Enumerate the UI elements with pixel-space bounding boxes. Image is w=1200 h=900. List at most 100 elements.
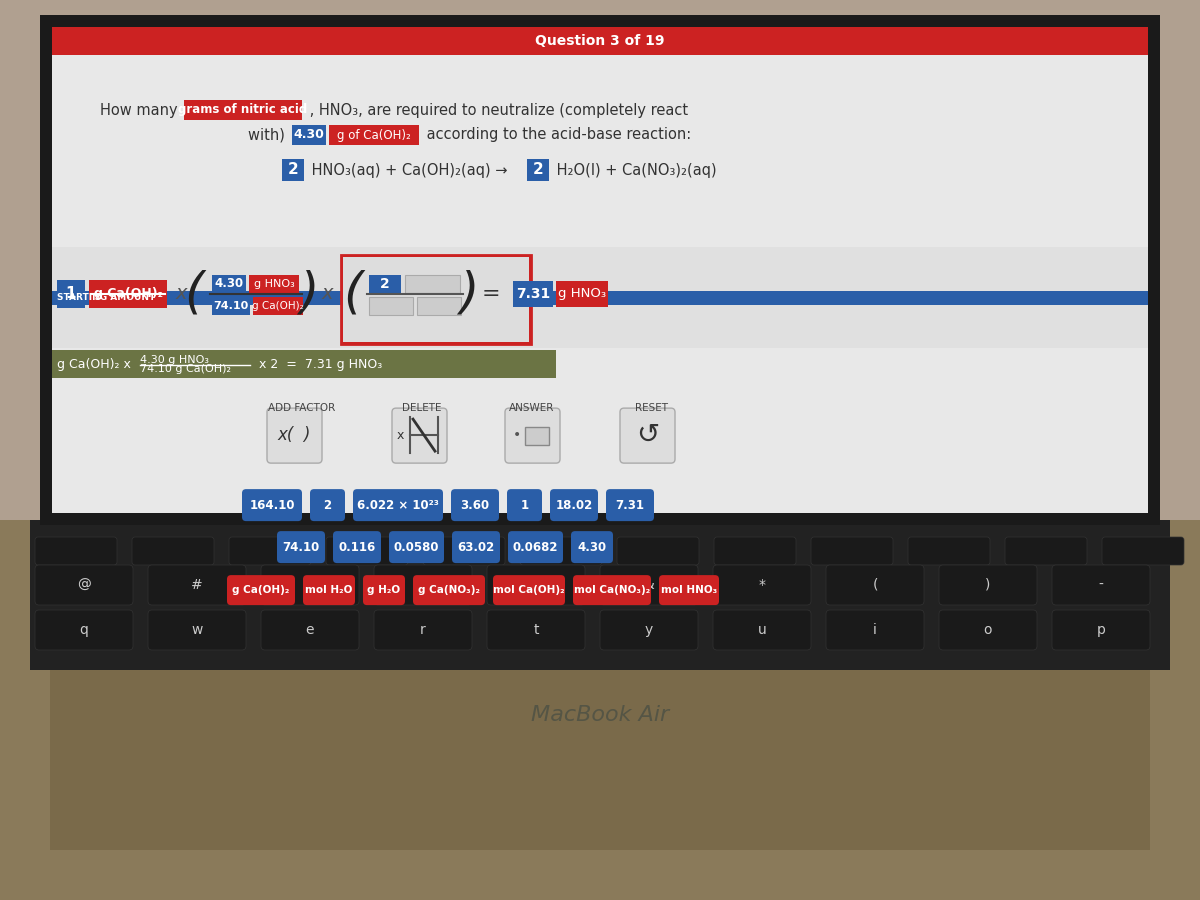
Text: RESET: RESET [636,403,668,413]
Text: H₂O(l) + Ca(NO₃)₂(aq): H₂O(l) + Ca(NO₃)₂(aq) [552,163,716,177]
Text: How many: How many [100,103,182,118]
Text: , HNO₃, are required to neutralize (completely react: , HNO₃, are required to neutralize (comp… [305,103,688,118]
FancyBboxPatch shape [148,610,246,650]
Text: 0.116: 0.116 [338,541,376,554]
Text: g Ca(OH)₂ x: g Ca(OH)₂ x [58,357,134,371]
Text: o: o [984,623,992,637]
FancyBboxPatch shape [35,610,133,650]
Text: 7.31: 7.31 [616,499,644,511]
Text: 2: 2 [533,163,544,177]
FancyBboxPatch shape [487,565,586,605]
Text: grams of nitric acid: grams of nitric acid [179,104,307,116]
FancyBboxPatch shape [713,610,811,650]
Text: ANSWER: ANSWER [509,403,554,413]
FancyBboxPatch shape [826,610,924,650]
FancyBboxPatch shape [389,531,444,563]
Text: ADD FACTOR: ADD FACTOR [269,403,336,413]
FancyBboxPatch shape [451,489,499,521]
Text: STARTING AMOUNT: STARTING AMOUNT [58,293,155,302]
Bar [370,297,413,315]
FancyBboxPatch shape [940,565,1037,605]
Text: according to the acid-base reaction:: according to the acid-base reaction: [422,128,691,142]
FancyBboxPatch shape [374,565,472,605]
Bar [418,297,461,315]
Text: 6.022 × 10²³: 6.022 × 10²³ [358,499,439,511]
Bar [341,256,530,344]
Bar [212,274,246,292]
FancyBboxPatch shape [606,489,654,521]
Bar [52,350,556,378]
FancyBboxPatch shape [374,610,472,650]
FancyBboxPatch shape [550,489,598,521]
Text: DELETE: DELETE [402,403,442,413]
Bar [329,125,419,145]
Bar [89,280,167,308]
FancyBboxPatch shape [520,537,602,565]
Text: =: = [481,284,500,303]
FancyBboxPatch shape [1102,537,1184,565]
FancyBboxPatch shape [392,408,446,464]
FancyBboxPatch shape [617,537,698,565]
Text: g HNO₃: g HNO₃ [558,287,606,301]
Text: mol Ca(OH)₂: mol Ca(OH)₂ [493,585,565,595]
Text: g Ca(OH)₂: g Ca(OH)₂ [233,585,289,595]
Text: x: x [397,428,404,442]
FancyBboxPatch shape [242,489,302,521]
Text: MacBook Air: MacBook Air [530,705,670,725]
Text: #: # [191,578,203,592]
Text: 1: 1 [66,286,77,302]
Text: mol Ca(NO₃)₂: mol Ca(NO₃)₂ [574,585,650,595]
Text: x 2  =  7.31 g HNO₃: x 2 = 7.31 g HNO₃ [256,357,383,371]
Text: g H₂O: g H₂O [367,585,401,595]
Text: 18.02: 18.02 [556,499,593,511]
FancyBboxPatch shape [620,408,674,464]
Text: mol HNO₃: mol HNO₃ [661,585,718,595]
FancyBboxPatch shape [229,537,311,565]
FancyBboxPatch shape [302,575,355,605]
FancyBboxPatch shape [353,489,443,521]
Text: y: y [644,623,653,637]
Bar [0,520,1200,900]
Bar [212,297,250,315]
FancyBboxPatch shape [505,408,560,464]
Bar [184,100,302,120]
FancyBboxPatch shape [826,565,924,605]
FancyBboxPatch shape [35,537,118,565]
Text: g of Ca(OH)₂: g of Ca(OH)₂ [337,129,410,141]
Text: x: x [322,284,332,303]
Bar [526,428,550,446]
Text: q: q [79,623,89,637]
FancyBboxPatch shape [714,537,796,565]
FancyBboxPatch shape [1052,565,1150,605]
Text: w: w [191,623,203,637]
Bar [52,291,1148,305]
Text: @: @ [77,578,91,592]
Text: 2: 2 [288,163,299,177]
Bar [292,125,326,145]
Text: ): ) [985,578,991,592]
FancyBboxPatch shape [1052,610,1150,650]
Bar [250,274,299,292]
Text: -: - [1098,578,1104,592]
Text: 74.10 g Ca(OH)₂: 74.10 g Ca(OH)₂ [140,364,230,374]
Text: g HNO₃: g HNO₃ [253,279,294,289]
Text: e: e [306,623,314,637]
Text: (: ( [185,270,204,318]
FancyBboxPatch shape [493,575,565,605]
Text: 4.30: 4.30 [215,277,244,290]
FancyBboxPatch shape [334,531,382,563]
Text: t: t [533,623,539,637]
Text: $: $ [306,578,314,592]
Bar [52,27,1148,513]
Bar [406,274,460,292]
Text: mol H₂O: mol H₂O [305,585,353,595]
Bar [52,248,1148,348]
Text: 2: 2 [380,276,390,291]
Text: 0.0682: 0.0682 [512,541,558,554]
Text: 74.10: 74.10 [214,301,248,310]
Bar [40,15,1160,525]
FancyBboxPatch shape [713,565,811,605]
Text: r: r [420,623,426,637]
FancyBboxPatch shape [600,565,698,605]
Text: g Ca(NO₃)₂: g Ca(NO₃)₂ [418,585,480,595]
